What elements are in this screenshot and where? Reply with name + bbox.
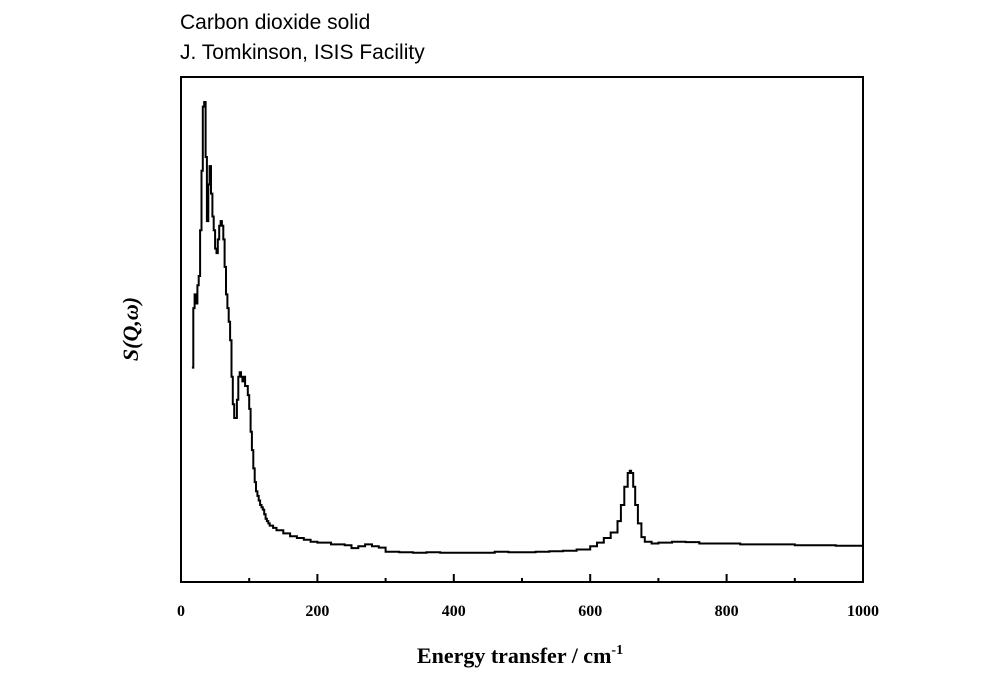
x-tick-label: 400 xyxy=(442,603,466,620)
chart-title: Carbon dioxide solid xyxy=(180,11,371,34)
x-tick-label: 1000 xyxy=(847,603,879,620)
y-axis-label: S(Q,ω) xyxy=(118,297,143,361)
x-tick-label: 800 xyxy=(715,603,739,620)
x-axis-label-superscript: -1 xyxy=(611,643,623,658)
x-tick-label: 200 xyxy=(305,603,329,620)
plot-frame xyxy=(180,76,864,583)
x-axis-label: Energy transfer / cm-1 xyxy=(417,643,623,668)
x-tick-label: 600 xyxy=(578,603,602,620)
x-tick-label: 0 xyxy=(177,603,185,620)
series-line xyxy=(191,101,863,554)
chart-subtitle: J. Tomkinson, ISIS Facility xyxy=(180,41,425,64)
x-axis-ticks xyxy=(180,574,864,582)
x-axis-tick-labels: 0 200 400 600 800 1000 xyxy=(177,603,879,620)
